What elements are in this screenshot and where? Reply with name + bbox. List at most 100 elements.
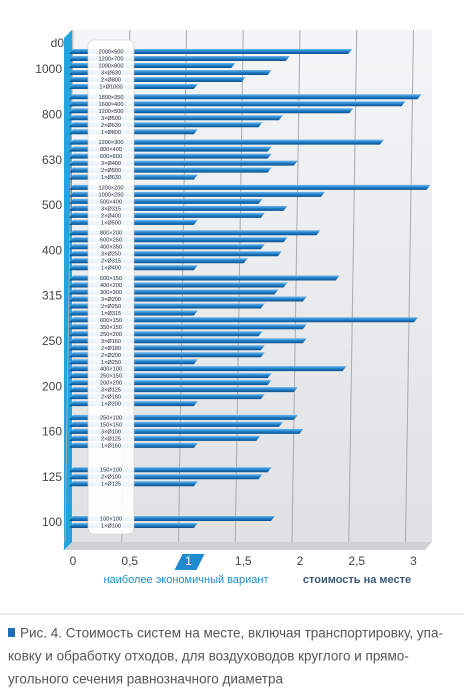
caption-line: Рис. 4. Стоимость систем на месте, включ…	[20, 626, 443, 641]
bar-label: 1200×500	[98, 109, 123, 115]
bar-label: 1×Ø630	[101, 175, 121, 181]
bar	[69, 94, 422, 100]
bar-label: 3×Ø400	[101, 161, 121, 167]
bar-label: 2×Ø500	[101, 168, 121, 174]
bar-label: 400×350	[100, 245, 122, 251]
bar	[69, 108, 354, 114]
bar-label: 150×100	[100, 468, 122, 474]
bar-label: 400×200	[100, 283, 122, 289]
bar-label: 1×Ø800	[101, 130, 121, 136]
y-tick-label: 630	[42, 153, 62, 167]
bar-label: 1×Ø125	[101, 482, 121, 488]
y-axis-label: d0	[51, 36, 65, 50]
x-tick-label: 2,5	[348, 554, 365, 568]
bar-label: 1×Ø200	[101, 402, 121, 408]
bar-label: 2×Ø200	[101, 353, 121, 359]
bar-label: 1200×200	[98, 185, 123, 191]
bar	[69, 139, 384, 145]
y-tick-label: 500	[42, 198, 62, 212]
bar-label: 1800×350	[98, 95, 123, 101]
bar-label: 1×Ø160	[101, 443, 121, 449]
bar-label: 2×Ø250	[101, 304, 121, 310]
bar-label: 1200×300	[98, 140, 123, 146]
bar-label: 600×150	[100, 318, 122, 324]
floor	[62, 542, 432, 550]
caption-line: ковку и обработку отходов, для воздухово…	[8, 649, 409, 664]
bar-label: 2×Ø125	[101, 436, 121, 442]
bar-label: 3×Ø315	[101, 206, 121, 212]
bar-label: 250×150	[100, 374, 122, 380]
bar-label: 2×Ø160	[101, 395, 121, 401]
bar-label: 3×Ø200	[101, 297, 121, 303]
bar-label: 1×Ø500	[101, 220, 121, 226]
bar-label: 250×200	[100, 332, 122, 338]
bar	[69, 275, 340, 281]
y-tick-label: 315	[42, 289, 62, 303]
highlight-label: наиболее экономичный вариант	[103, 574, 268, 586]
bar-label: 3×Ø100	[101, 429, 121, 435]
bar-label: 2×Ø180	[101, 346, 121, 352]
grid-line	[64, 29, 74, 543]
x-tick-label: 3	[410, 554, 417, 568]
bar	[69, 366, 347, 372]
bar	[69, 184, 431, 190]
axis-wall	[64, 30, 72, 550]
grid-line	[291, 29, 301, 543]
bar-label: 150×150	[100, 422, 122, 428]
grid-line	[348, 29, 358, 543]
bar-label: 2×Ø100	[101, 475, 121, 481]
y-tick-label: 125	[42, 470, 62, 484]
bar-label: 2×Ø315	[101, 259, 121, 265]
y-tick-label: 200	[42, 379, 62, 393]
y-tick-label: 100	[42, 515, 62, 529]
bar-label: 1×Ø400	[101, 266, 121, 272]
x-tick-label: 0	[70, 554, 77, 568]
bar-label: 400×100	[100, 367, 122, 373]
bar-label: 2×Ø400	[101, 213, 121, 219]
bar-label: 3×Ø125	[101, 388, 121, 394]
caption-line: угольного сечения равнозначного диаметра	[8, 672, 283, 687]
bar-label: 600×250	[100, 238, 122, 244]
y-tick-label: 1000	[35, 62, 62, 76]
bar-label: 800×400	[100, 147, 122, 153]
bar-label: 800×200	[100, 231, 122, 237]
y-tick-label: 250	[42, 334, 62, 348]
bar-label: 200×200	[100, 381, 122, 387]
bar-label: 3×Ø630	[101, 70, 121, 76]
bar-label: 1600×400	[98, 102, 123, 108]
bar-label: 1×Ø100	[101, 523, 121, 529]
bar-label: 1000×800	[98, 63, 123, 69]
x-axis-label: стоимость на месте	[303, 574, 411, 586]
x-tick-label: 0,5	[121, 554, 138, 568]
y-tick-label: 160	[42, 425, 62, 439]
bar-label: 1200×700	[98, 56, 123, 62]
bar	[69, 49, 353, 54]
bar-label: 1×Ø315	[101, 311, 121, 317]
caption-marker	[8, 628, 15, 637]
bar-label: 600×150	[100, 276, 122, 282]
x-tick-label: 1,5	[235, 554, 252, 568]
bar-label: 3×Ø500	[101, 116, 121, 122]
y-tick-label: 800	[42, 107, 62, 121]
bar-label: 3×Ø250	[101, 252, 121, 258]
bar-label: 300×300	[100, 290, 122, 296]
bar-label: 1×Ø250	[101, 360, 121, 366]
bar-label: 3×Ø160	[101, 339, 121, 345]
bar-label: 2×Ø630	[101, 123, 121, 129]
bar-label: 100×100	[100, 516, 122, 522]
bar-label: 250×100	[100, 415, 122, 421]
bar-label: 600×600	[100, 154, 122, 160]
highlight-tick	[174, 554, 205, 570]
bar-label: 1000×250	[98, 192, 123, 198]
bar-label: 350×150	[100, 325, 122, 331]
label-column	[87, 39, 135, 535]
bar	[69, 317, 419, 323]
bar	[69, 101, 406, 107]
y-tick-label: 400	[42, 243, 62, 257]
bar-label: 1×Ø1000	[99, 84, 122, 90]
grid-line	[405, 29, 414, 543]
bar-label: 2000×500	[98, 49, 123, 55]
bar-label: 2×Ø800	[101, 77, 121, 83]
